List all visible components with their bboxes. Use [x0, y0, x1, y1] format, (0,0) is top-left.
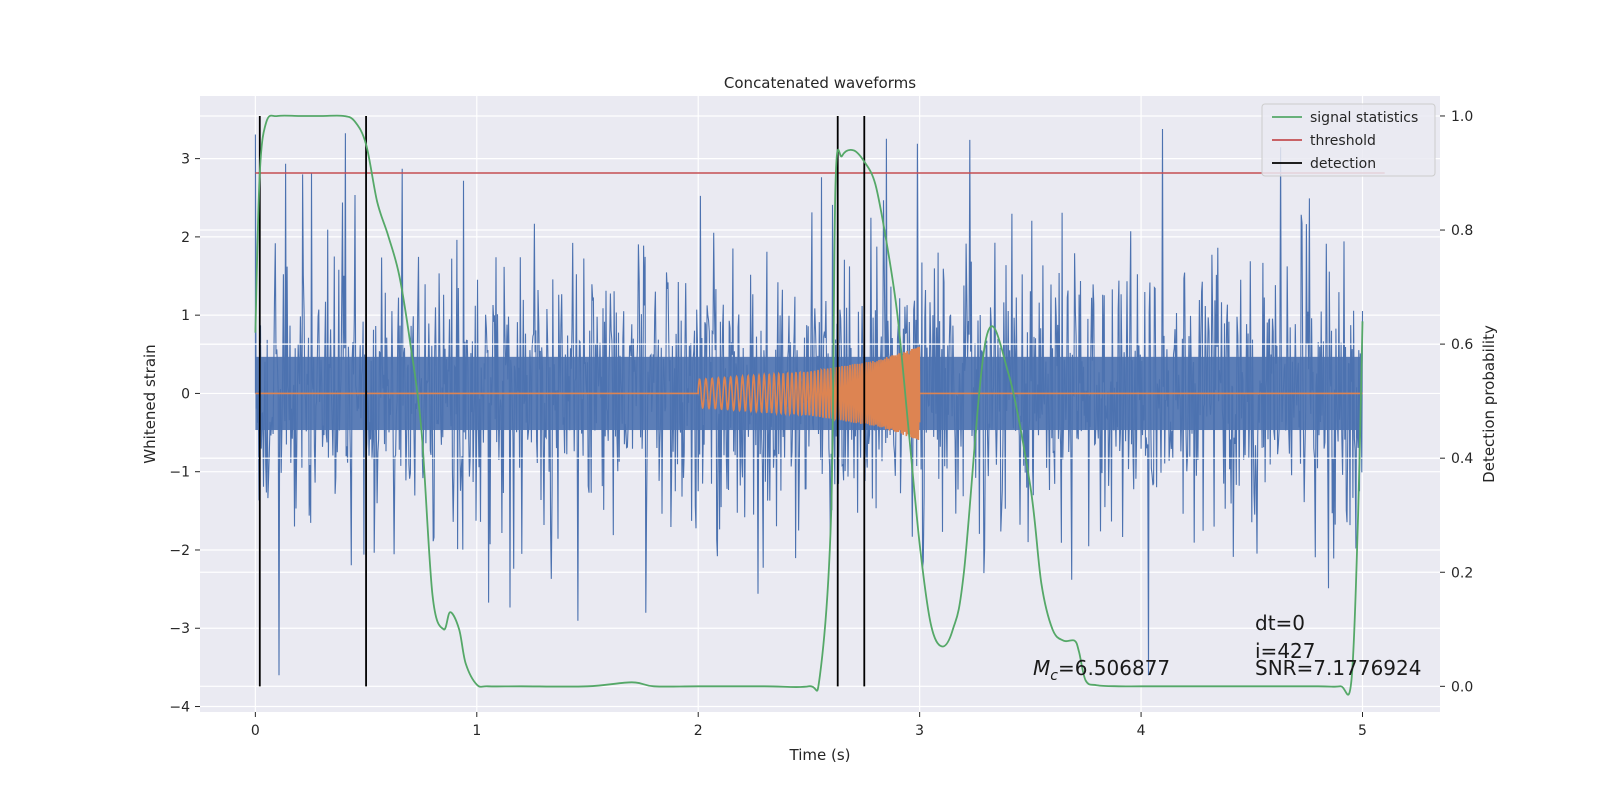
y-tick-label-2: −2	[169, 543, 190, 559]
y-tick-label-6: 2	[181, 230, 190, 246]
x-tick-label-2: 2	[694, 723, 703, 739]
y2-axis-label: Detection probability	[1480, 325, 1498, 483]
y2-tick-label-1: 0.2	[1451, 565, 1473, 581]
y2-tick-label-0: 0.0	[1451, 679, 1473, 695]
annotation-snr: SNR=7.1776924	[1255, 656, 1421, 680]
x-tick-label-3: 3	[915, 723, 924, 739]
legend-item-threshold: threshold	[1272, 133, 1376, 149]
y-tick-label-0: −4	[169, 700, 190, 716]
template-line	[255, 346, 1363, 441]
annotations: dt=0 i=427 SNR=7.1776924 Mc=6.506877	[1033, 611, 1421, 684]
y2-tick-label-4: 0.8	[1451, 223, 1473, 239]
y2-tick-label-3: 0.6	[1451, 337, 1473, 353]
chirp-mass-subscript: c	[1050, 668, 1058, 684]
annotation-index: i=427	[1255, 639, 1316, 663]
y2-tick-label-2: 0.4	[1451, 451, 1473, 467]
legend-label-signal-statistics: signal statistics	[1310, 110, 1418, 126]
y-tick-label-1: −3	[169, 621, 190, 637]
ticks: 0 1 2 3 4 5 −4 −3 −2 −1 0 1 2 3 0.0 0.2 0.4 0.6 0.8 1.0	[169, 109, 1473, 739]
annotation-chirp-mass: Mc=6.506877	[1033, 656, 1170, 684]
template-series	[255, 346, 1363, 441]
y-tick-label-7: 3	[181, 152, 190, 168]
chart-title: Concatenated waveforms	[724, 74, 916, 92]
legend-label-detection: detection	[1310, 156, 1376, 172]
x-tick-label-5: 5	[1358, 723, 1367, 739]
y-axis-label: Whitened strain	[141, 344, 159, 463]
annotation-dt: dt=0	[1255, 611, 1305, 635]
x-tick-label-0: 0	[251, 723, 260, 739]
signal-statistics-series	[254, 114, 1364, 696]
chirp-mass-value: =6.506877	[1058, 656, 1170, 680]
y-tick-label-4: 0	[181, 386, 190, 402]
legend: signal statistics threshold detection	[1261, 103, 1436, 177]
legend-item-signal-statistics: signal statistics	[1272, 110, 1418, 126]
y-tick-label-3: −1	[169, 465, 190, 481]
x-tick-label-4: 4	[1137, 723, 1146, 739]
signal-statistics-line	[254, 114, 1364, 696]
detection-series	[258, 115, 866, 687]
legend-item-detection: detection	[1272, 156, 1376, 172]
x-axis-label: Time (s)	[789, 746, 851, 764]
chirp-mass-symbol: M	[1033, 656, 1050, 680]
y2-tick-label-5: 1.0	[1451, 109, 1473, 125]
x-tick-label-1: 1	[472, 723, 481, 739]
legend-label-threshold: threshold	[1310, 133, 1376, 149]
y-tick-label-5: 1	[181, 308, 190, 324]
legend-box	[1261, 103, 1436, 177]
